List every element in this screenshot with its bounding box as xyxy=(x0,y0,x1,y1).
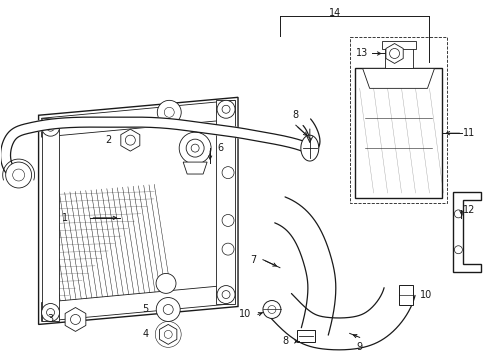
Text: 6: 6 xyxy=(217,143,223,153)
Circle shape xyxy=(6,162,32,188)
Circle shape xyxy=(222,243,234,255)
Polygon shape xyxy=(121,129,140,151)
Text: 9: 9 xyxy=(356,342,362,352)
Circle shape xyxy=(217,100,235,118)
Text: 7: 7 xyxy=(249,255,256,265)
Text: 8: 8 xyxy=(292,110,298,120)
Polygon shape xyxy=(385,44,403,63)
Polygon shape xyxy=(41,285,235,321)
Circle shape xyxy=(164,107,174,117)
Text: 4: 4 xyxy=(142,329,148,339)
Circle shape xyxy=(13,169,24,181)
Text: 8: 8 xyxy=(282,336,288,346)
Bar xyxy=(382,41,415,49)
Bar xyxy=(354,68,442,198)
Polygon shape xyxy=(0,117,319,180)
Circle shape xyxy=(156,298,180,321)
Polygon shape xyxy=(41,118,59,321)
Circle shape xyxy=(267,306,275,314)
Circle shape xyxy=(157,100,181,124)
Bar xyxy=(349,37,447,203)
Circle shape xyxy=(46,123,55,131)
Polygon shape xyxy=(39,97,238,324)
Circle shape xyxy=(41,118,60,136)
Circle shape xyxy=(186,139,203,157)
Bar xyxy=(398,285,412,305)
Bar xyxy=(296,330,314,342)
Polygon shape xyxy=(159,324,177,345)
Text: 5: 5 xyxy=(142,305,148,315)
Circle shape xyxy=(222,215,234,226)
Circle shape xyxy=(217,285,235,303)
Circle shape xyxy=(41,303,60,321)
Circle shape xyxy=(389,49,399,58)
Text: 11: 11 xyxy=(462,128,474,138)
Circle shape xyxy=(179,132,211,164)
Text: 2: 2 xyxy=(105,135,111,145)
Polygon shape xyxy=(300,135,318,161)
Circle shape xyxy=(70,315,81,324)
Text: 3: 3 xyxy=(47,314,54,324)
Circle shape xyxy=(164,330,172,338)
Text: 10: 10 xyxy=(238,310,251,319)
Circle shape xyxy=(125,135,135,145)
Bar xyxy=(385,46,412,68)
Text: 1: 1 xyxy=(62,213,68,223)
Polygon shape xyxy=(41,100,235,137)
Text: 10: 10 xyxy=(420,289,432,300)
Polygon shape xyxy=(274,197,335,335)
Polygon shape xyxy=(362,68,433,88)
Circle shape xyxy=(222,291,229,298)
Circle shape xyxy=(222,105,229,113)
Circle shape xyxy=(156,274,176,293)
Polygon shape xyxy=(216,100,235,303)
Circle shape xyxy=(191,144,199,152)
Circle shape xyxy=(453,246,462,254)
Polygon shape xyxy=(452,192,480,272)
Polygon shape xyxy=(65,307,86,332)
Circle shape xyxy=(263,301,280,319)
Circle shape xyxy=(453,210,462,218)
Circle shape xyxy=(155,321,181,347)
Polygon shape xyxy=(268,288,414,350)
Circle shape xyxy=(222,167,234,179)
Circle shape xyxy=(163,305,173,315)
Text: 14: 14 xyxy=(328,8,340,18)
Text: 12: 12 xyxy=(462,205,474,215)
Text: 13: 13 xyxy=(355,49,367,58)
Circle shape xyxy=(46,309,55,316)
Polygon shape xyxy=(183,162,207,174)
